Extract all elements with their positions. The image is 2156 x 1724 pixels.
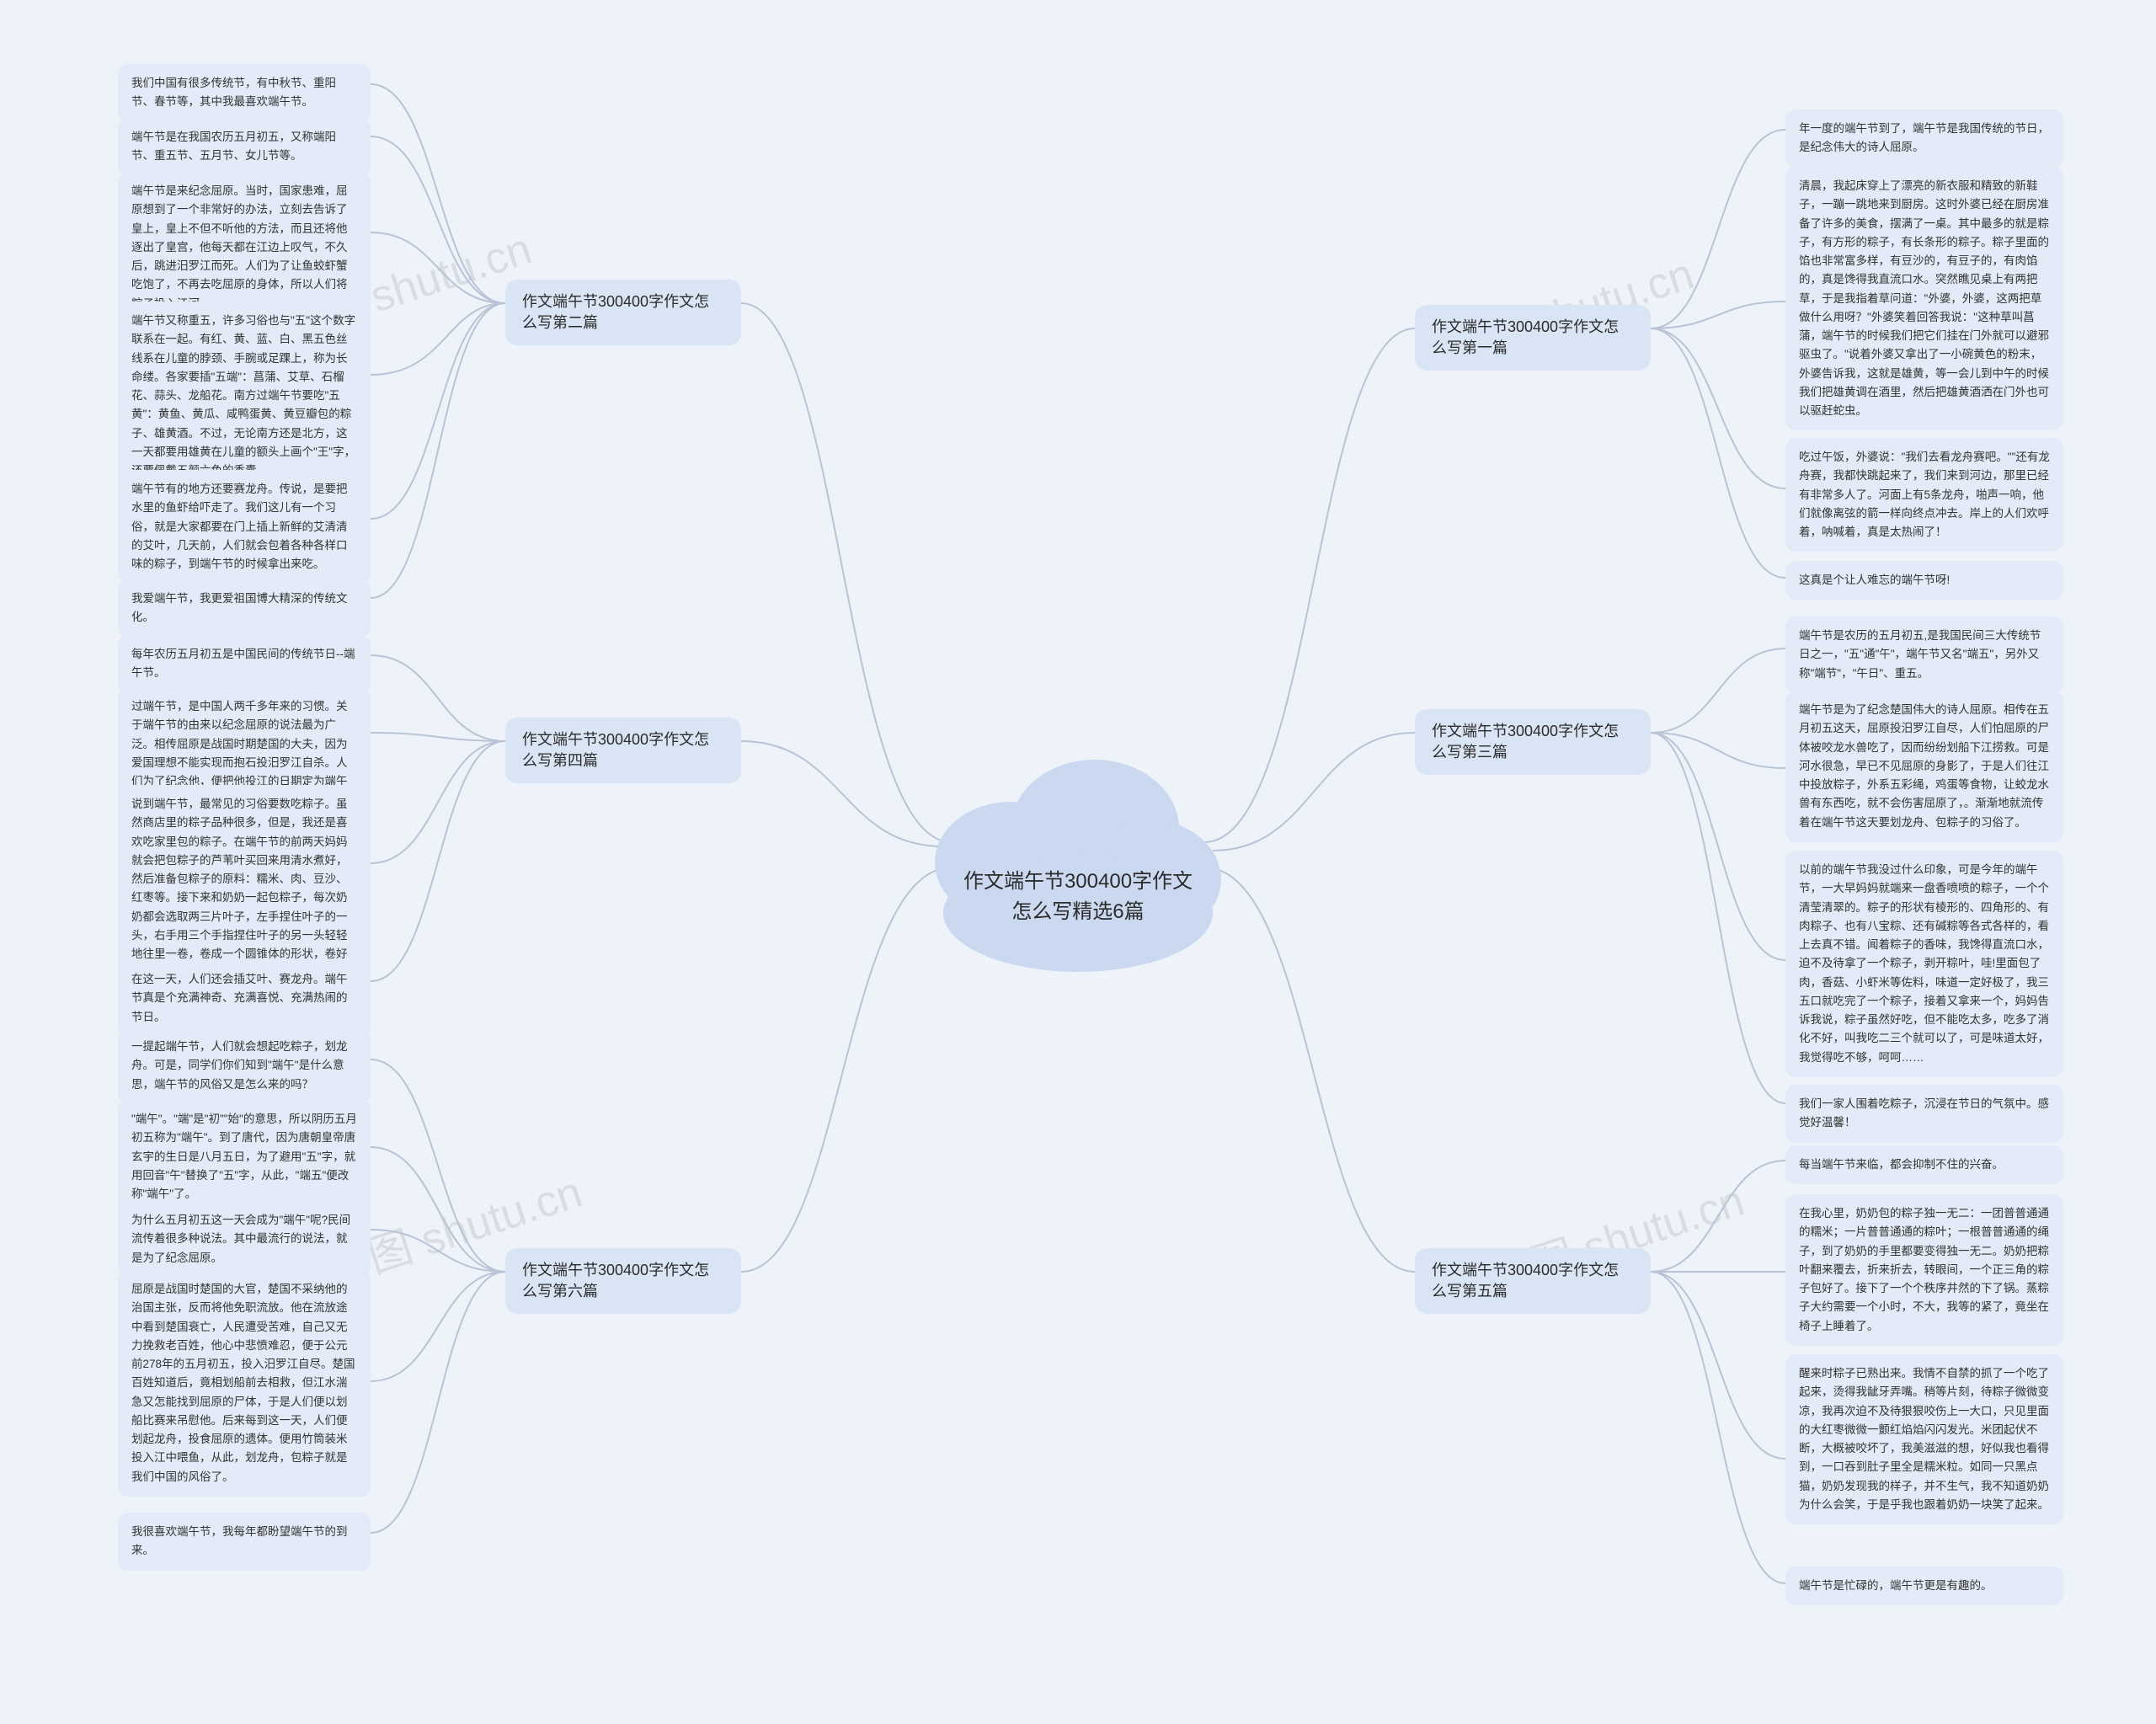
leaf-b3-3: 以前的端午节我没过什么印象，可是今年的端午节，一大早妈妈就端来一盘香喷喷的粽子，… (1785, 851, 2063, 1077)
branch-3: 作文端午节300400字作文怎么写第三篇 (1415, 709, 1651, 775)
branch-2: 作文端午节300400字作文怎么写第二篇 (505, 280, 741, 345)
leaf-b2-5: 端午节有的地方还要赛龙舟。传说，是要把水里的鱼虾给吓走了。我们这儿有一个习俗，就… (118, 470, 371, 584)
leaf-b5-2: 在我心里，奶奶包的粽子独一无二：一团普普通通的糯米；一片普普通通的粽叶；一根普普… (1785, 1194, 2063, 1346)
center-title-line1: 作文端午节300400字作文 (963, 870, 1193, 893)
leaf-b6-3: 为什么五月初五这一天会成为"端午"呢?民间流传着很多种说法。其中最流行的说法，就… (118, 1201, 371, 1278)
center-title-line2: 怎么写精选6篇 (1011, 900, 1144, 923)
leaf-b5-3: 醒来时粽子已熟出来。我情不自禁的抓了一个吃了起来，烫得我龇牙弄嘴。稍等片刻，待粽… (1785, 1354, 2063, 1524)
leaf-b5-1: 每当端午节来临，都会抑制不住的兴奋。 (1785, 1145, 2063, 1184)
branch-6: 作文端午节300400字作文怎么写第六篇 (505, 1248, 741, 1314)
branch-1: 作文端午节300400字作文怎么写第一篇 (1415, 305, 1651, 371)
leaf-b1-4: 这真是个让人难忘的端午节呀! (1785, 561, 2063, 600)
leaf-b6-5: 我很喜欢端午节，我每年都盼望端午节的到来。 (118, 1513, 371, 1571)
leaf-b6-4: 屈原是战国时楚国的大官，楚国不采纳他的治国主张，反而将他免职流放。他在流放途中看… (118, 1270, 371, 1497)
branch-4: 作文端午节300400字作文怎么写第四篇 (505, 718, 741, 783)
leaf-b2-3: 端午节是来纪念屈原。当时，国家患难，屈原想到了一个非常好的办法，立刻去告诉了皇上… (118, 172, 371, 323)
leaf-b1-2: 清晨，我起床穿上了漂亮的新衣服和精致的新鞋子，一蹦一跳地来到厨房。这时外婆已经在… (1785, 167, 2063, 430)
branch-5: 作文端午节300400字作文怎么写第五篇 (1415, 1248, 1651, 1314)
leaf-b1-3: 吃过午饭，外婆说："我们去看龙舟赛吧。""还有龙舟赛，我都快跳起来了，我们来到河… (1785, 438, 2063, 552)
leaf-b3-1: 端午节是农历的五月初五,是我国民间三大传统节日之一，"五"通"午"，端午节又名"… (1785, 616, 2063, 693)
leaf-b6-2: "端午"。"端"是"初""始"的意思，所以阴历五月初五称为"端午"。到了唐代，因… (118, 1100, 371, 1214)
center-node: 作文端午节300400字作文 怎么写精选6篇 (926, 745, 1230, 980)
leaf-b3-4: 我们一家人围着吃粽子，沉浸在节日的气氛中。感觉好温馨！ (1785, 1085, 2063, 1143)
leaf-b2-2: 端午节是在我国农历五月初五，又称端阳节、重五节、五月节、女儿节等。 (118, 118, 371, 176)
leaf-b4-4: 在这一天，人们还会插艾叶、赛龙舟。端午节真是个充满神奇、充满喜悦、充满热闹的节日… (118, 960, 371, 1037)
leaf-b1-1: 年一度的端午节到了，端午节是我国传统的节日，是纪念伟大的诗人屈原。 (1785, 109, 2063, 168)
leaf-b5-4: 端午节是忙碌的，端午节更是有趣的。 (1785, 1567, 2063, 1605)
leaf-b6-1: 一提起端午节，人们就会想起吃粽子，划龙舟。可是，同学们你们知到"端午"是什么意思… (118, 1027, 371, 1104)
leaf-b3-2: 端午节是为了纪念楚国伟大的诗人屈原。相传在五月初五这天，屈原投汨罗江自尽，人们怕… (1785, 691, 2063, 842)
leaf-b4-1: 每年农历五月初五是中国民间的传统节日--端午节。 (118, 635, 371, 693)
leaf-b2-1: 我们中国有很多传统节，有中秋节、重阳节、春节等，其中我最喜欢端午节。 (118, 64, 371, 122)
leaf-b2-6: 我爱端午节，我更爱祖国博大精深的传统文化。 (118, 579, 371, 638)
leaf-b2-4: 端午节又称重五，许多习俗也与"五"这个数字联系在一起。有红、黄、蓝、白、黑五色丝… (118, 302, 371, 490)
